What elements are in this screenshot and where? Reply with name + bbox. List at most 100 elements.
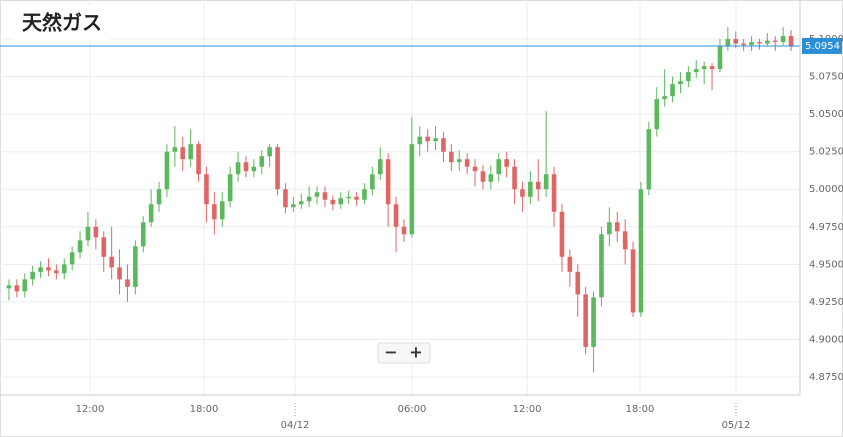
candle-body xyxy=(30,271,35,280)
y-tick-label: 5.0750 xyxy=(809,72,843,83)
candle-body xyxy=(385,159,391,205)
chart-title: 天然ガス xyxy=(22,11,102,35)
candle-body xyxy=(133,246,138,287)
candle-body xyxy=(46,267,51,271)
y-tick-label: 5.0500 xyxy=(809,109,843,120)
candle-body xyxy=(765,40,770,44)
candle-body xyxy=(259,156,265,167)
zoom-out[interactable]: − xyxy=(384,343,397,362)
candle-body xyxy=(709,66,715,70)
candle-body xyxy=(306,196,312,202)
candle-body xyxy=(267,147,272,157)
candle-body xyxy=(575,271,581,295)
candle-body xyxy=(322,192,328,200)
candle-body xyxy=(275,147,280,190)
candle-body xyxy=(101,237,107,257)
candle-body xyxy=(449,151,454,163)
candle-body xyxy=(22,279,28,292)
candle-body xyxy=(701,66,707,70)
candle-body xyxy=(212,204,217,220)
candle-body xyxy=(772,40,778,43)
candle-body xyxy=(125,279,130,287)
candle-body xyxy=(630,249,636,313)
candle-body xyxy=(251,166,257,172)
candle-body xyxy=(741,43,746,46)
plot xyxy=(0,27,800,373)
y-tick-label: 4.8750 xyxy=(809,372,843,383)
y-tick-label: 4.9000 xyxy=(809,334,843,345)
candle-body xyxy=(583,294,588,347)
candle-body xyxy=(433,138,438,142)
y-tick-label: 5.0250 xyxy=(809,147,843,158)
candle-body xyxy=(780,36,786,43)
candle-body xyxy=(298,201,304,205)
candle-body xyxy=(346,196,351,199)
candle-body xyxy=(614,222,620,232)
candle-body xyxy=(425,136,430,142)
zoom-in[interactable]: + xyxy=(409,343,422,362)
candle-body xyxy=(678,81,683,85)
candle-body xyxy=(61,264,67,274)
candle-body xyxy=(528,181,533,197)
candle-body xyxy=(188,144,193,160)
candle-body xyxy=(496,159,502,175)
candle-body xyxy=(654,99,660,130)
last-price-box xyxy=(802,37,842,54)
candle-body xyxy=(733,39,739,44)
candle-body xyxy=(338,198,344,205)
candle-body xyxy=(480,171,486,182)
candle-body xyxy=(314,192,320,197)
candle-body xyxy=(646,129,652,190)
date-label: 04/12 xyxy=(281,420,310,431)
y-tick-label: 4.9500 xyxy=(809,259,843,270)
last-price-label: 5.0954 xyxy=(805,41,840,52)
candle-body xyxy=(227,174,233,202)
y-tick-label: 5.0000 xyxy=(809,184,843,195)
zoom-box xyxy=(377,342,431,364)
x-tick-label: 18:00 xyxy=(626,404,655,415)
candle-body xyxy=(662,96,667,100)
candle-body xyxy=(377,159,383,175)
candle-body xyxy=(93,226,99,238)
candle-body xyxy=(535,181,541,190)
candle-body xyxy=(148,204,154,223)
candle-body xyxy=(243,162,249,172)
candle-body xyxy=(559,211,565,257)
candle-body xyxy=(622,231,628,250)
x-tick-label: 12:00 xyxy=(76,404,105,415)
candle-body xyxy=(686,72,691,82)
candle-body xyxy=(472,166,478,172)
candle-body xyxy=(85,226,91,241)
x-tick-label: 06:00 xyxy=(398,404,427,415)
candle-body xyxy=(512,166,517,190)
candle-body xyxy=(219,201,225,220)
candle-body xyxy=(717,46,723,70)
candle-body xyxy=(172,147,178,152)
candle-body xyxy=(77,240,83,253)
candle-body xyxy=(6,285,12,289)
candle-body xyxy=(354,196,359,200)
candle-body xyxy=(54,270,59,274)
candle-body xyxy=(235,162,241,175)
candle-body xyxy=(788,36,794,47)
candle-body xyxy=(393,204,399,227)
candle-body xyxy=(543,174,549,190)
candle-body xyxy=(725,39,731,47)
candle-body xyxy=(204,174,209,205)
candle-body xyxy=(196,144,201,175)
candle-body xyxy=(164,151,170,190)
date-label: 05/12 xyxy=(722,420,751,431)
candle-body xyxy=(109,256,114,268)
candle-body xyxy=(370,174,375,190)
candle-body xyxy=(409,144,415,235)
candle-body xyxy=(638,189,644,313)
candle-body xyxy=(330,199,336,205)
candle-body xyxy=(464,159,470,167)
candle-body xyxy=(607,222,612,235)
candle-body xyxy=(520,189,525,197)
candle-body xyxy=(14,285,20,292)
candle-body xyxy=(362,189,367,200)
